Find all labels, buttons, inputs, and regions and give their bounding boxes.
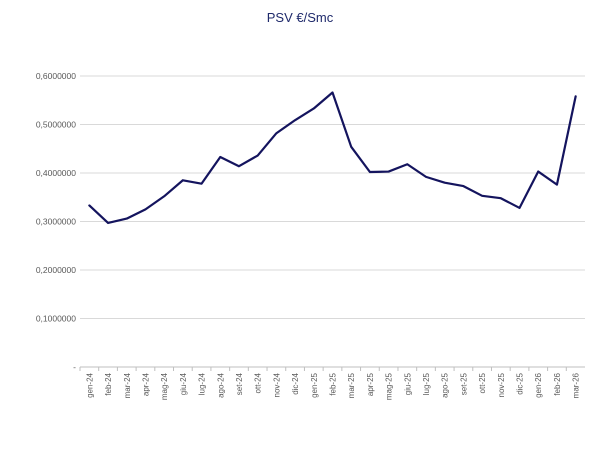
y-axis-tick-labels: - 0,1000000 0,2000000 0,3000000 0,4000000 0,5…: [36, 71, 76, 372]
x-tick-label: apr-25: [366, 372, 375, 396]
y-tick-label: 0,4000000: [36, 168, 76, 178]
x-tick-label: feb-25: [329, 372, 338, 395]
x-tick-label: ott-24: [254, 372, 263, 393]
x-tick-label: mag-25: [385, 372, 394, 400]
series-layer: [88, 91, 577, 225]
x-tick-label: mar-24: [123, 372, 132, 398]
x-tick-label: gen-26: [534, 372, 543, 397]
x-tick-label: lug-25: [422, 372, 431, 395]
series-line: [88, 91, 577, 225]
chart-title: PSV €/Smc: [267, 10, 334, 25]
y-tick-label: -: [73, 362, 76, 372]
x-tick-label: gen-25: [310, 372, 319, 397]
x-tick-label: giu-24: [179, 372, 188, 395]
x-tick-label: set-24: [235, 372, 244, 395]
x-tick-label: feb-24: [104, 372, 113, 395]
y-tick-label: 0,1000000: [36, 314, 76, 324]
x-tick-label: mar-25: [347, 372, 356, 398]
x-tick-label: mar-26: [572, 372, 581, 398]
gridlines: [80, 75, 585, 368]
y-tick-label: 0,5000000: [36, 120, 76, 130]
x-tick-label: dic-25: [516, 372, 525, 394]
x-tick-label: gen-24: [85, 372, 94, 397]
x-tick-label: giu-25: [403, 372, 412, 395]
x-tick-label: ago-25: [441, 372, 450, 397]
y-tick-label: 0,6000000: [36, 71, 76, 81]
x-axis-tick-labels: gen-24 feb-24 mar-24 apr-24 mag-24 giu-24 lug-…: [79, 367, 581, 400]
x-tick-label: ago-24: [216, 372, 225, 397]
y-tick-label: 0,2000000: [36, 265, 76, 275]
x-tick-label: lug-24: [198, 372, 207, 395]
x-tick-label: set-25: [459, 372, 468, 395]
x-tick-label: nov-24: [272, 372, 281, 397]
x-tick-label: apr-24: [141, 372, 150, 396]
x-tick-label: nov-25: [497, 372, 506, 397]
x-tick-label: dic-24: [291, 372, 300, 394]
x-tick-label: ott-25: [478, 372, 487, 393]
x-tick-label: mag-24: [160, 372, 169, 400]
x-tick-label: feb-26: [553, 372, 562, 395]
y-tick-label: 0,3000000: [36, 217, 76, 227]
